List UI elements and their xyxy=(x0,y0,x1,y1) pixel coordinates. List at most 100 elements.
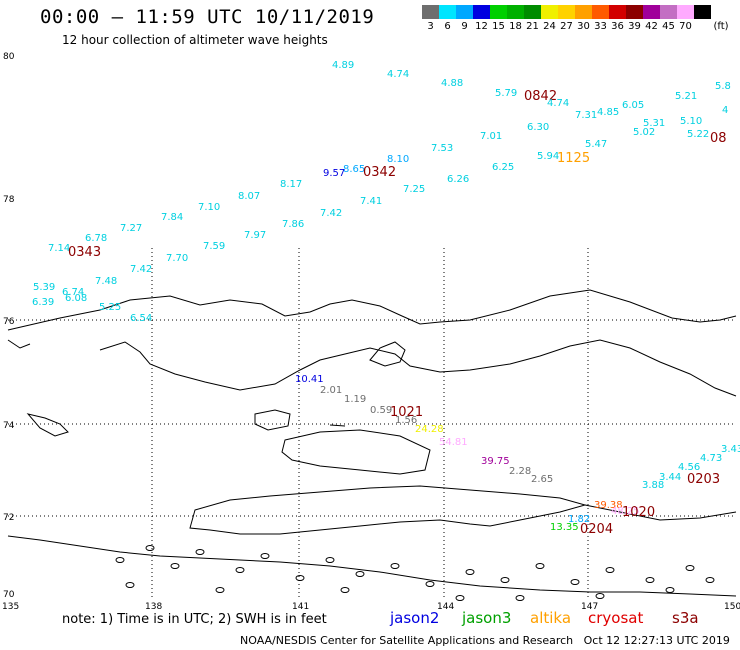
wave-height-label: 3.44 xyxy=(659,472,682,483)
legend-swatch xyxy=(626,5,643,19)
legend-swatch xyxy=(524,5,541,19)
timestamp: Oct 12 12:27:13 UTC 2019 xyxy=(583,634,730,647)
wave-height-label: 5.31 xyxy=(643,118,666,129)
map-subtitle: 12 hour collection of altimeter wave hei… xyxy=(62,33,328,47)
island xyxy=(500,577,510,583)
wave-height-label: 0.59 xyxy=(370,405,393,416)
wave-height-label: 39.38 xyxy=(594,500,623,511)
island xyxy=(325,557,335,563)
island xyxy=(515,595,525,601)
island xyxy=(260,553,270,559)
wave-height-label: 6.78 xyxy=(85,233,108,244)
island xyxy=(665,587,675,593)
pass-time-label: 1021 xyxy=(390,405,424,420)
wave-height-label: 7.86 xyxy=(282,219,305,230)
legend-tick: 18 xyxy=(509,21,522,32)
wave-height-label: 4.74 xyxy=(387,69,410,80)
wave-height-label: 1.56 xyxy=(395,415,418,426)
legend-swatch xyxy=(575,5,592,19)
legend-tick: 33 xyxy=(594,21,607,32)
legend-tick: 36 xyxy=(611,21,624,32)
wave-height-label: 7.31 xyxy=(575,110,598,121)
satellite-jason3: jason3 xyxy=(462,609,512,627)
wave-height-label: 7.59 xyxy=(203,241,226,252)
legend-swatch xyxy=(643,5,660,19)
latitude-label: 70 xyxy=(3,590,15,600)
wave-height-label: 4.89 xyxy=(332,60,355,71)
coastline-segment xyxy=(99,339,737,397)
longitude-label: 144 xyxy=(437,602,454,612)
wave-height-label: 7.84 xyxy=(161,212,184,223)
map-title: 00:00 – 11:59 UTC 10/11/2019 xyxy=(40,6,375,28)
legend-tick: 12 xyxy=(475,21,488,32)
satellite-s3a: s3a xyxy=(672,609,699,627)
island xyxy=(645,577,655,583)
island xyxy=(355,571,365,577)
legend-swatch xyxy=(541,5,558,19)
graticule xyxy=(8,248,736,600)
coastline-segment xyxy=(189,485,587,535)
wave-height-label: 8.07 xyxy=(238,191,261,202)
coastline-segment xyxy=(26,413,69,437)
legend-tick: 9 xyxy=(461,21,468,32)
wave-height-label: 4.74 xyxy=(547,98,570,109)
island xyxy=(465,569,475,575)
wave-height-label: 48.25 xyxy=(611,506,640,517)
wave-height-label: 6.30 xyxy=(527,122,550,133)
legend-tick: 39 xyxy=(628,21,641,32)
coastline-segment xyxy=(329,424,346,427)
latitude-label: 80 xyxy=(3,52,15,62)
legend-swatch xyxy=(694,5,711,19)
island xyxy=(390,563,400,569)
legend-swatch xyxy=(609,5,626,19)
island xyxy=(595,593,605,599)
wave-height-label: 5.21 xyxy=(675,91,698,102)
legend-tick: 3 xyxy=(427,21,434,32)
latitude-label: 76 xyxy=(3,317,15,327)
wave-height-label: 7.01 xyxy=(480,131,503,142)
wave-height-label: 10.41 xyxy=(295,374,324,385)
wave-height-label: 8.10 xyxy=(387,154,410,165)
wave-height-label: 5.79 xyxy=(495,88,518,99)
wave-height-label: 7.97 xyxy=(244,230,267,241)
wave-height-label: 7.27 xyxy=(120,223,143,234)
longitude-label: 150 xyxy=(724,602,740,612)
wave-height-label: 5.94 xyxy=(537,151,560,162)
wave-height-label: 7.25 xyxy=(403,184,426,195)
satellite-jason2: jason2 xyxy=(390,609,440,627)
wave-height-label: 1.82 xyxy=(568,514,591,525)
legend-swatch xyxy=(660,5,677,19)
island xyxy=(115,557,125,563)
longitude-label: 138 xyxy=(145,602,162,612)
legend-swatch xyxy=(439,5,456,19)
coastline-segment xyxy=(369,341,406,367)
wave-height-label: 5.47 xyxy=(585,139,608,150)
legend-swatch xyxy=(422,5,439,19)
wave-height-label: 4.85 xyxy=(597,107,620,118)
island xyxy=(170,563,180,569)
island xyxy=(685,565,695,571)
pass-time-label: 0842 xyxy=(524,89,558,104)
wave-height-label: 7.42 xyxy=(320,208,343,219)
legend-tick: 24 xyxy=(543,21,556,32)
wave-height-label: 8.17 xyxy=(280,179,303,190)
wave-height-label: 39.75 xyxy=(481,456,510,467)
wave-height-label: 6.05 xyxy=(622,100,645,111)
wave-height-label: 2.01 xyxy=(320,385,343,396)
legend-swatch xyxy=(677,5,694,19)
island xyxy=(605,567,615,573)
island xyxy=(295,575,305,581)
wave-height-label: 4 xyxy=(722,105,729,116)
pass-time-label: 08 xyxy=(710,131,727,146)
wave-height-label: 4.73 xyxy=(700,453,723,464)
wave-height-label: 5.39 xyxy=(33,282,56,293)
wave-height-label: 6.25 xyxy=(492,162,515,173)
wave-height-label: 54.81 xyxy=(439,437,468,448)
wave-height-label: 2.65 xyxy=(531,474,554,485)
legend-tick: 27 xyxy=(560,21,573,32)
coastline-segment xyxy=(7,339,31,349)
latitude-label: 72 xyxy=(3,513,14,523)
longitude-label: 147 xyxy=(581,602,598,612)
footnote: note: 1) Time is in UTC; 2) SWH is in fe… xyxy=(62,612,327,627)
